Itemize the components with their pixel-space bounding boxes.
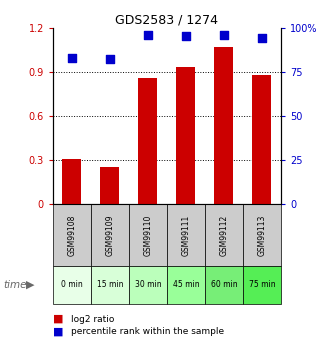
Bar [138,78,157,204]
Bar [243,204,281,266]
Bar [167,266,205,304]
Bar [129,204,167,266]
Bar [252,76,271,204]
Bar [205,266,243,304]
Text: log2 ratio: log2 ratio [71,315,114,324]
Text: 75 min: 75 min [248,280,275,289]
Text: ■: ■ [53,326,64,336]
Text: 0 min: 0 min [61,280,83,289]
Text: GSM99112: GSM99112 [219,214,229,256]
Text: time: time [3,280,27,289]
Point [145,32,151,37]
Point [183,34,188,39]
Text: ■: ■ [53,314,64,324]
Bar [100,167,119,204]
Title: GDS2583 / 1274: GDS2583 / 1274 [116,13,218,27]
Text: GSM99111: GSM99111 [181,214,190,256]
Point [69,55,74,60]
Bar [91,204,129,266]
Text: 30 min: 30 min [134,280,161,289]
Text: 45 min: 45 min [173,280,199,289]
Text: 15 min: 15 min [97,280,123,289]
Point [259,36,265,41]
Bar [63,159,82,204]
Text: GSM99109: GSM99109 [105,214,115,256]
Bar [53,266,91,304]
Bar [177,67,195,204]
Bar [91,266,129,304]
Text: GSM99108: GSM99108 [67,214,76,256]
Bar [53,204,91,266]
Point [107,57,113,62]
Bar [205,204,243,266]
Bar [129,266,167,304]
Point [221,32,227,37]
Text: percentile rank within the sample: percentile rank within the sample [71,327,224,336]
Bar [243,266,281,304]
Bar [214,47,233,204]
Text: 60 min: 60 min [211,280,237,289]
Text: ▶: ▶ [26,280,34,289]
Text: GSM99110: GSM99110 [143,214,152,256]
Text: GSM99113: GSM99113 [257,214,266,256]
Bar [167,204,205,266]
